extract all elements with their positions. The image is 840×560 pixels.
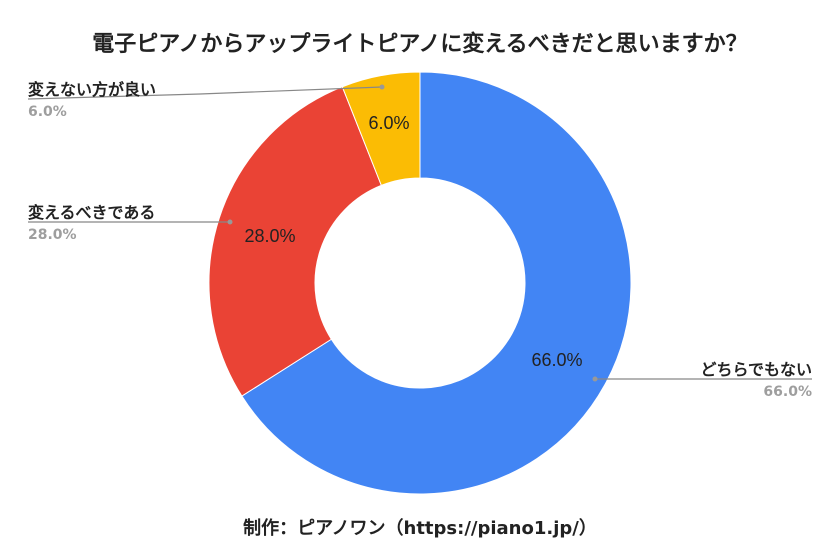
leader-line-no-change	[27, 86, 383, 100]
pct-should-change: 28.0%	[28, 227, 77, 243]
slice-label-blue: 66.0%	[531, 350, 582, 370]
slice-label-red: 28.0%	[244, 226, 295, 246]
slice-should-change	[208, 86, 382, 397]
label-no-change: 変えない方が良い	[28, 80, 157, 99]
label-neither: どちらでもない	[700, 360, 812, 379]
footer-credit: 制作：ピアノワン（https://piano1.jp/）	[243, 518, 597, 539]
pct-neither: 66.0%	[763, 384, 812, 400]
chart-title: 電子ピアノからアップライトピアノに変えるべきだと思いますか？	[92, 32, 748, 57]
pct-no-change: 6.0%	[28, 104, 67, 120]
slice-no-change	[341, 71, 421, 187]
label-should-change: 変えるべきである	[28, 203, 156, 222]
slice-neither	[241, 71, 632, 495]
slice-label-yellow: 6.0%	[368, 113, 409, 133]
